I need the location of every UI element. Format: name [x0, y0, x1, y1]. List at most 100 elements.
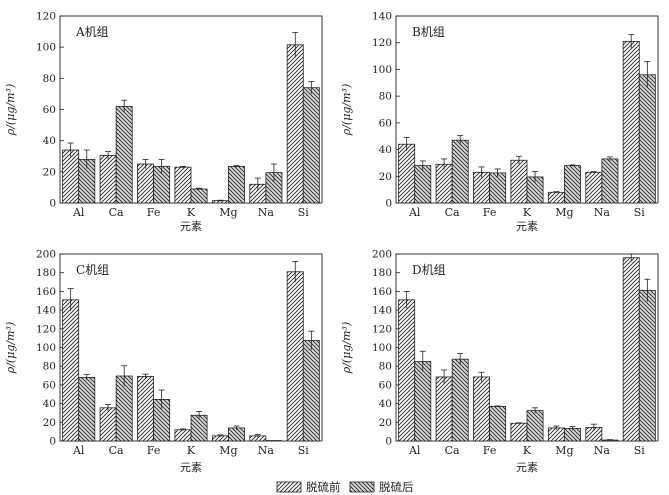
- x-tick-label: Si: [634, 444, 646, 457]
- x-tick-label: Mg: [219, 444, 237, 457]
- bar-ca-after: [451, 358, 469, 442]
- y-tick-label: 140: [372, 305, 392, 317]
- plot-frame: [59, 253, 323, 442]
- chart-panel-4: 0 20 40 60 80 100 120 140 160 180 200 Al Ca Fe K Mg Na Si…: [340, 249, 659, 474]
- bar-ca-before: [435, 163, 453, 204]
- x-tick-label: Fe: [147, 444, 161, 457]
- bar-mg-after: [564, 427, 581, 442]
- bar-si-after: [302, 340, 320, 442]
- bar-k-before: [510, 422, 528, 442]
- bar-ca-before: [99, 155, 117, 204]
- bar-si-after: [638, 290, 656, 442]
- y-tick-label: 20: [379, 171, 392, 183]
- x-tick-label: Al: [72, 206, 85, 219]
- bar-ca-before: [435, 376, 453, 442]
- y-tick-label: 200: [372, 249, 392, 261]
- bar-k-after: [190, 414, 208, 442]
- legend-label-after: 脱硫后: [379, 480, 414, 494]
- x-tick-label: Al: [408, 444, 421, 457]
- bar-fe-after: [489, 172, 507, 204]
- bar-ca-before: [99, 407, 117, 442]
- y-tick-label: 100: [36, 342, 56, 354]
- x-tick-label: Mg: [219, 206, 237, 219]
- bar-al-before: [62, 149, 80, 204]
- bar-al-before: [62, 299, 80, 442]
- x-axis-label: 元素: [180, 461, 202, 474]
- x-tick-label: Mg: [555, 206, 573, 219]
- x-axis-label: 元素: [516, 461, 538, 474]
- bar-si-before: [622, 40, 640, 204]
- x-axis-label: 元素: [516, 220, 538, 233]
- y-tick-label: 0: [385, 198, 392, 210]
- bar-k-after: [526, 410, 544, 442]
- y-tick-label: 0: [49, 436, 56, 448]
- y-tick-label: 100: [372, 342, 392, 354]
- bar-mg-after: [228, 165, 245, 204]
- y-tick-label: 40: [379, 398, 392, 410]
- bar-na-before: [585, 171, 603, 204]
- legend-label-before: 脱硫前: [306, 480, 341, 494]
- bar-k-before: [174, 166, 192, 204]
- bar-fe-after: [489, 406, 507, 442]
- y-tick-label: 20: [43, 166, 56, 178]
- x-tick-label: K: [187, 444, 196, 457]
- bar-mg-before: [547, 427, 565, 442]
- x-tick-label: K: [523, 206, 532, 219]
- y-tick-label: 40: [43, 398, 56, 410]
- y-tick-label: 200: [36, 249, 56, 261]
- bar-al-after: [414, 165, 432, 204]
- chart-panel-3: 0 20 40 60 80 100 120 140 160 180 200 Al Ca Fe K Mg Na Si…: [4, 249, 323, 474]
- x-tick-label: Fe: [483, 444, 497, 457]
- x-tick-label: K: [523, 444, 532, 457]
- bar-k-after: [190, 188, 208, 204]
- y-tick-label: 120: [36, 323, 56, 335]
- bar-si-before: [286, 44, 304, 204]
- y-tick-label: 0: [49, 198, 56, 210]
- bar-fe-before: [473, 376, 490, 442]
- y-tick-label: 180: [36, 267, 56, 279]
- y-axis-label: ρ/(μg/m³): [4, 322, 17, 375]
- x-tick-label: Si: [298, 206, 310, 219]
- y-tick-label: 0: [385, 436, 392, 448]
- bar-al-after: [414, 361, 432, 442]
- panel-label: A机组: [75, 25, 109, 39]
- y-tick-label: 20: [43, 417, 56, 429]
- y-axis-label: ρ/(μg/m³): [4, 84, 17, 137]
- x-tick-label: Al: [408, 206, 421, 219]
- panel-label: D机组: [412, 263, 446, 277]
- y-tick-label: 80: [379, 361, 392, 373]
- x-tick-label: Ca: [109, 206, 124, 219]
- bar-ca-after: [451, 139, 469, 204]
- bar-si-before: [622, 257, 640, 442]
- x-tick-label: Na: [594, 444, 611, 457]
- panel-label: B机组: [412, 25, 445, 39]
- y-tick-label: 140: [36, 305, 56, 317]
- y-tick-label: 120: [372, 323, 392, 335]
- legend-swatch-after: [349, 481, 375, 493]
- y-tick-label: 120: [372, 37, 392, 49]
- bar-al-after: [78, 377, 96, 442]
- y-tick-label: 40: [43, 135, 56, 147]
- bar-fe-before: [137, 376, 154, 442]
- legend-swatch-before: [276, 481, 302, 493]
- y-tick-label: 40: [379, 144, 392, 156]
- y-tick-label: 100: [372, 64, 392, 76]
- bar-na-after: [601, 158, 619, 204]
- bar-si-before: [286, 271, 304, 442]
- y-tick-label: 100: [36, 42, 56, 54]
- x-tick-label: Fe: [147, 206, 161, 219]
- x-tick-label: Fe: [483, 206, 497, 219]
- y-tick-label: 140: [372, 11, 392, 23]
- y-tick-label: 160: [36, 286, 56, 298]
- x-tick-label: Mg: [555, 444, 573, 457]
- y-tick-label: 160: [372, 286, 392, 298]
- y-tick-label: 20: [379, 417, 392, 429]
- bar-si-after: [638, 74, 656, 204]
- bar-al-before: [398, 299, 416, 442]
- legend: 脱硫前 脱硫后: [276, 480, 414, 494]
- y-tick-label: 60: [43, 379, 56, 391]
- x-tick-label: Na: [258, 444, 275, 457]
- panel-label: C机组: [76, 263, 109, 277]
